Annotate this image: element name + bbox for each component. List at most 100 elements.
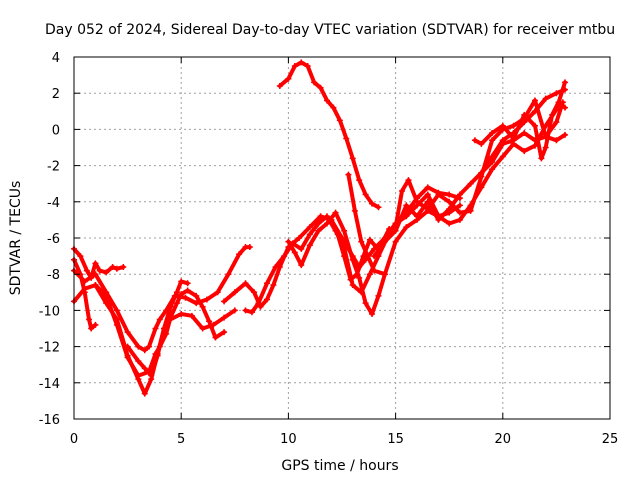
data-point	[173, 300, 180, 307]
series-line	[72, 283, 237, 396]
data-point	[521, 148, 528, 155]
data-point	[467, 180, 474, 187]
y-tick-label: -2	[47, 160, 60, 175]
data-point	[92, 260, 99, 267]
series-line	[93, 283, 227, 378]
data-point	[161, 325, 168, 332]
data-point	[349, 256, 356, 263]
data-point	[248, 309, 255, 316]
data-point	[549, 111, 556, 118]
data-point	[531, 108, 538, 115]
satellite-track-14	[392, 97, 568, 231]
data-point	[285, 75, 292, 82]
data-point	[120, 263, 127, 270]
data-point	[392, 224, 399, 231]
data-point	[343, 135, 350, 142]
data-point	[499, 122, 506, 129]
data-point	[225, 271, 232, 278]
data-point	[221, 329, 228, 336]
data-point	[317, 213, 324, 220]
data-point	[193, 292, 200, 299]
data-point	[178, 291, 185, 298]
data-point	[182, 294, 189, 301]
satellite-track-4	[71, 282, 238, 397]
data-point	[231, 289, 238, 296]
data-point	[323, 220, 330, 227]
data-point	[317, 84, 324, 91]
data-point	[349, 282, 356, 289]
data-point	[178, 278, 185, 285]
data-point	[478, 140, 485, 147]
data-point	[311, 79, 318, 86]
data-point	[236, 251, 243, 258]
data-point	[221, 314, 228, 321]
data-point	[414, 213, 421, 220]
data-point	[553, 137, 560, 144]
data-point	[199, 325, 206, 332]
data-point	[424, 184, 431, 191]
data-point	[392, 238, 399, 245]
tick-layer: 0 5 10 15 20 25 -16 -14 -12 -10 -8 -6 -4 -2 0 2 4	[39, 51, 619, 447]
data-point	[298, 262, 305, 269]
data-point	[203, 296, 210, 303]
data-point	[231, 307, 238, 314]
data-point	[330, 104, 337, 111]
satellite-track-15	[471, 99, 568, 162]
data-point	[351, 207, 358, 214]
series-line	[286, 210, 387, 316]
data-point	[345, 171, 352, 178]
data-point	[510, 130, 517, 137]
data-point	[561, 104, 568, 111]
data-point	[456, 209, 463, 216]
data-point	[88, 325, 95, 332]
data-point	[263, 280, 270, 287]
data-point	[354, 271, 361, 278]
data-point	[531, 122, 538, 129]
data-point	[424, 191, 431, 198]
data-point	[141, 365, 148, 372]
y-tick-label: -16	[39, 413, 60, 428]
data-point	[315, 227, 322, 234]
y-tick-label: 4	[52, 51, 60, 66]
data-point	[77, 253, 84, 260]
data-point	[263, 296, 270, 303]
data-point	[561, 86, 568, 93]
data-point	[489, 153, 496, 160]
data-point	[334, 231, 341, 238]
data-point	[510, 122, 517, 129]
data-point	[212, 334, 219, 341]
data-point	[167, 303, 174, 310]
data-point	[456, 191, 463, 198]
data-point	[184, 287, 191, 294]
data-point	[399, 187, 406, 194]
data-point	[435, 216, 442, 223]
x-tick-label: 20	[495, 432, 512, 447]
data-point	[156, 316, 163, 323]
data-point	[373, 244, 380, 251]
x-tick-label: 15	[387, 432, 404, 447]
data-point	[306, 224, 313, 231]
data-point	[381, 271, 388, 278]
data-point	[86, 316, 93, 323]
series-line	[72, 246, 126, 280]
x-tick-label: 0	[70, 432, 78, 447]
data-point	[362, 300, 369, 307]
data-point	[435, 191, 442, 198]
data-point	[103, 269, 110, 276]
data-point	[403, 213, 410, 220]
data-point	[272, 263, 279, 270]
data-point	[298, 245, 305, 252]
data-point	[221, 298, 228, 305]
y-tick-label: 0	[52, 123, 60, 138]
data-point	[349, 155, 356, 162]
series-line	[329, 217, 392, 282]
data-point	[369, 311, 376, 318]
data-point	[242, 280, 249, 287]
data-point	[103, 292, 110, 299]
data-point	[188, 312, 195, 319]
data-point	[152, 325, 159, 332]
data-point	[561, 79, 568, 86]
y-tick-label: 2	[52, 87, 60, 102]
data-point	[347, 276, 354, 283]
data-point	[499, 153, 506, 160]
